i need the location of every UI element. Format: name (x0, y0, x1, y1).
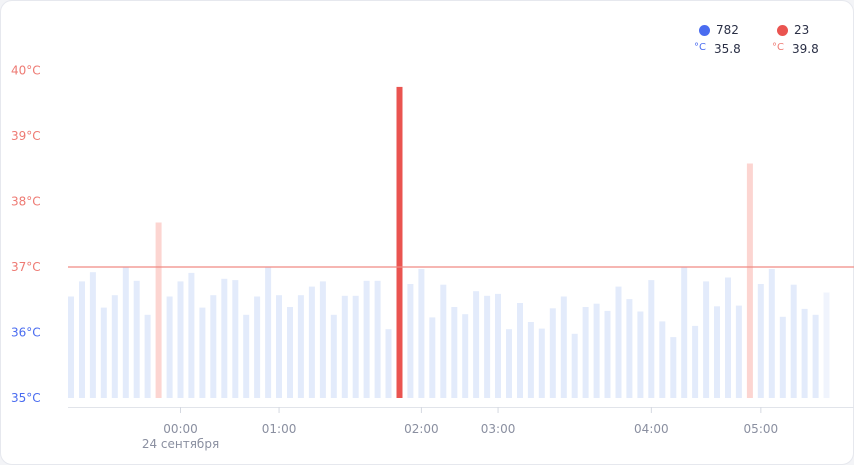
bar[interactable] (582, 307, 589, 398)
bar[interactable] (122, 267, 129, 398)
bar[interactable] (517, 303, 523, 398)
bar[interactable] (133, 280, 140, 398)
bar[interactable] (604, 310, 611, 398)
bar[interactable] (527, 322, 534, 398)
x-tick-label: 00:00 (163, 422, 198, 436)
bar[interactable] (418, 269, 425, 398)
bar[interactable] (538, 328, 545, 398)
normal-value: 35.8 (714, 42, 741, 56)
bar[interactable] (68, 296, 74, 399)
bar[interactable] (440, 284, 447, 398)
bar[interactable] (79, 281, 85, 398)
bar[interactable] (571, 333, 578, 398)
bar[interactable] (495, 293, 501, 398)
bar[interactable] (451, 307, 458, 398)
x-tick-label: 05:00 (744, 422, 779, 436)
high-count: 23 (794, 23, 810, 37)
bar[interactable] (352, 295, 359, 398)
bar[interactable] (779, 316, 786, 398)
bar[interactable] (692, 325, 699, 398)
bar[interactable] (363, 280, 370, 398)
bar[interactable] (801, 308, 808, 398)
normal-unit-icon: °C (694, 42, 706, 53)
bar[interactable] (484, 295, 491, 398)
y-tick-label: 36°C (11, 326, 41, 340)
bars-group (68, 86, 830, 399)
bar[interactable] (681, 267, 688, 398)
y-tick-label: 38°C (11, 195, 41, 209)
bar[interactable] (221, 278, 228, 398)
bar[interactable] (659, 321, 666, 398)
bar[interactable] (297, 295, 304, 398)
bar[interactable] (790, 284, 797, 398)
bar[interactable] (188, 272, 195, 398)
x-tick-label: 04:00 (634, 422, 669, 436)
bar[interactable] (308, 286, 315, 398)
y-tick-label: 37°C (11, 260, 41, 274)
bar[interactable] (725, 277, 731, 399)
bar[interactable] (199, 307, 206, 398)
bar[interactable] (823, 292, 830, 399)
bar[interactable] (407, 284, 414, 398)
bar[interactable] (341, 295, 348, 398)
bar[interactable] (703, 281, 710, 398)
bar[interactable] (287, 307, 293, 398)
bar[interactable] (319, 281, 326, 398)
high-dot-icon (777, 25, 788, 36)
normal-dot-icon (699, 25, 710, 36)
y-tick-label: 40°C (11, 64, 41, 78)
bar[interactable] (177, 281, 184, 398)
bar[interactable] (144, 314, 151, 398)
bar[interactable] (714, 306, 720, 398)
high-value: 39.8 (792, 42, 819, 56)
x-tick-label: 01:00 (262, 422, 297, 436)
x-tick-label: 03:00 (481, 422, 516, 436)
x-tick-label: 02:00 (404, 422, 439, 436)
bar[interactable] (89, 272, 96, 398)
bar[interactable] (812, 314, 819, 398)
bar[interactable] (232, 280, 239, 398)
bar[interactable] (473, 291, 480, 398)
bar[interactable] (111, 295, 118, 398)
bar[interactable] (637, 311, 644, 399)
bar[interactable] (615, 286, 622, 398)
bar[interactable] (757, 284, 764, 398)
bar[interactable] (265, 267, 272, 398)
bar[interactable] (462, 314, 469, 398)
bar[interactable] (626, 299, 633, 398)
bar[interactable] (330, 314, 337, 398)
bar[interactable] (593, 303, 600, 398)
y-tick-label: 35°C (11, 391, 41, 405)
bar[interactable] (549, 308, 556, 398)
bar[interactable] (735, 305, 742, 398)
bar[interactable] (768, 269, 775, 398)
bar-high[interactable] (746, 163, 753, 399)
bar[interactable] (385, 329, 392, 398)
normal-count: 782 (716, 23, 739, 37)
bar[interactable] (243, 314, 250, 398)
bar[interactable] (560, 296, 567, 399)
bar[interactable] (210, 295, 217, 398)
bar[interactable] (506, 329, 512, 398)
high-unit-icon: °C (772, 42, 784, 53)
x-date-label: 24 сентября (142, 437, 219, 451)
bar[interactable] (429, 317, 436, 398)
bar-high[interactable] (155, 222, 162, 399)
y-tick-label: 39°C (11, 129, 41, 143)
bar[interactable] (166, 296, 173, 399)
bar[interactable] (648, 280, 655, 398)
bar[interactable] (100, 307, 107, 398)
legend: 782 23 °C 35.8 °C 39.8 (690, 22, 840, 62)
bar[interactable] (276, 295, 282, 398)
bar[interactable] (254, 296, 261, 399)
bar[interactable] (374, 280, 381, 398)
y-axis-labels: 35°C 36°C 37°C 38°C 39°C 40°C (11, 64, 41, 406)
bar[interactable] (670, 337, 677, 398)
bar-high[interactable] (396, 86, 403, 399)
